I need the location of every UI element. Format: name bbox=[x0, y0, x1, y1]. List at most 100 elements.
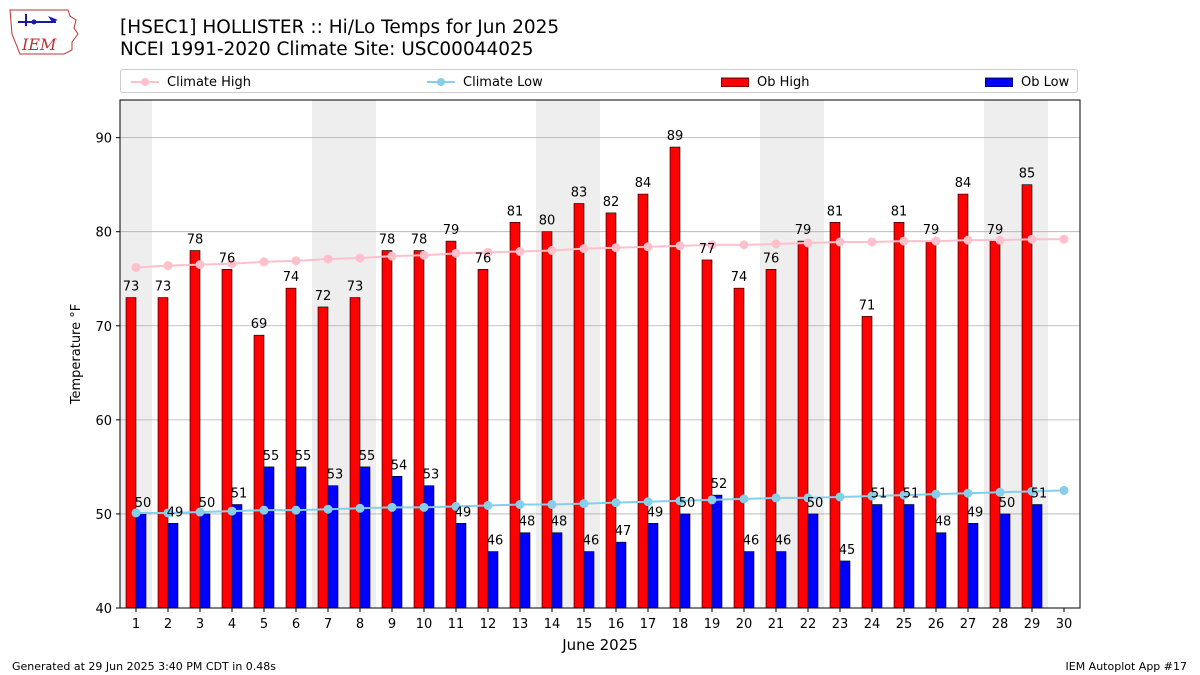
ob-high-bar bbox=[957, 193, 969, 609]
climate-low-point bbox=[387, 502, 397, 512]
ob-high-label: 73 bbox=[155, 280, 172, 295]
ob-low-bar bbox=[807, 513, 819, 609]
ob-high-bar bbox=[733, 287, 745, 609]
climate-low-point bbox=[227, 506, 237, 516]
ob-low-bar bbox=[583, 551, 595, 609]
ob-high-bar bbox=[381, 250, 393, 609]
ob-high-bar bbox=[445, 240, 457, 609]
climate-low-point bbox=[707, 495, 717, 505]
climate-high-point bbox=[227, 259, 237, 269]
climate-high-point bbox=[899, 236, 909, 246]
climate-high-point bbox=[963, 235, 973, 245]
ob-high-label: 79 bbox=[795, 223, 812, 238]
x-tick-label: 13 bbox=[512, 617, 529, 632]
ob-high-label: 89 bbox=[667, 129, 684, 144]
climate-low-point bbox=[803, 493, 813, 503]
x-tick-label: 8 bbox=[356, 617, 364, 632]
climate-high-point bbox=[707, 240, 717, 250]
climate-low-point bbox=[611, 498, 621, 508]
ob-low-bar bbox=[487, 551, 499, 609]
ob-low-bar bbox=[327, 485, 339, 609]
legend-item-ob-high: Ob High bbox=[721, 73, 810, 91]
ob-high-bar bbox=[317, 306, 329, 609]
ob-high-bar bbox=[125, 297, 137, 609]
ob-low-bar bbox=[359, 466, 371, 609]
ob-high-label: 72 bbox=[315, 289, 332, 304]
climate-low-point bbox=[739, 494, 749, 504]
x-tick-label: 30 bbox=[1056, 617, 1073, 632]
x-tick-label: 2 bbox=[164, 617, 172, 632]
legend-item-climate-high: Climate High bbox=[131, 73, 251, 91]
climate-low-point bbox=[131, 508, 141, 518]
ob-low-label: 49 bbox=[967, 505, 984, 520]
y-tick-label: 50 bbox=[95, 508, 112, 523]
iem-logo: IEM bbox=[6, 4, 82, 60]
ob-high-label: 76 bbox=[475, 251, 492, 266]
bars bbox=[125, 146, 1043, 609]
ob-high-label: 85 bbox=[1019, 167, 1036, 182]
ob-low-bar bbox=[871, 504, 883, 609]
footer-app: IEM Autoplot App #17 bbox=[1065, 660, 1188, 673]
ob-high-label: 74 bbox=[283, 270, 300, 285]
ob-low-label: 52 bbox=[711, 477, 728, 492]
climate-high-point bbox=[803, 238, 813, 248]
climate-high-point bbox=[611, 243, 621, 253]
x-tick-label: 21 bbox=[768, 617, 785, 632]
ob-low-label: 55 bbox=[359, 449, 376, 464]
x-tick-label: 29 bbox=[1024, 617, 1041, 632]
ob-low-label: 48 bbox=[935, 515, 952, 530]
climate-lines bbox=[131, 234, 1069, 518]
x-tick-label: 1 bbox=[132, 617, 140, 632]
ob-low-bar bbox=[967, 523, 979, 609]
data-labels: 73 50 73 49 78 50 76 51 69 55 74 55 72 53 73 55 78 54 78 53… bbox=[123, 129, 1048, 558]
ob-low-label: 49 bbox=[647, 505, 664, 520]
ob-low-bar bbox=[999, 513, 1011, 609]
plot-frame bbox=[119, 99, 1081, 609]
ob-high-bar bbox=[669, 146, 681, 609]
ob-high-bar bbox=[701, 259, 713, 609]
climate-high-point bbox=[387, 251, 397, 261]
x-tick-label: 17 bbox=[640, 617, 657, 632]
ob-low-bar bbox=[743, 551, 755, 609]
ob-low-bar bbox=[295, 466, 307, 609]
climate-high-point bbox=[579, 244, 589, 254]
ob-low-label: 49 bbox=[455, 505, 472, 520]
y-tick-label: 60 bbox=[95, 414, 112, 429]
ob-low-bar bbox=[391, 475, 403, 609]
ob-high-label: 79 bbox=[443, 223, 460, 238]
ob-high-label: 81 bbox=[507, 204, 524, 219]
ob-low-label: 45 bbox=[839, 543, 856, 558]
climate-low-point bbox=[547, 500, 557, 510]
title-line-2: NCEI 1991-2020 Climate Site: USC00044025 bbox=[120, 39, 534, 60]
ob-low-label: 50 bbox=[999, 496, 1016, 511]
ob-low-bar bbox=[519, 532, 531, 609]
ob-high-bar bbox=[253, 334, 265, 609]
legend-label-climate-high: Climate High bbox=[167, 74, 252, 90]
climate-low-point bbox=[931, 489, 941, 499]
footer-generated: Generated at 29 Jun 2025 3:40 PM CDT in … bbox=[12, 660, 277, 673]
x-tick-label: 22 bbox=[800, 617, 817, 632]
ob-low-label: 55 bbox=[263, 449, 280, 464]
climate-high-point bbox=[835, 237, 845, 247]
climate-high-point bbox=[771, 239, 781, 249]
ob-low-label: 49 bbox=[167, 505, 184, 520]
legend-label-ob-high: Ob High bbox=[757, 74, 810, 90]
ob-low-bar bbox=[615, 541, 627, 609]
ob-high-bar bbox=[861, 316, 873, 609]
ob-high-bar bbox=[797, 240, 809, 609]
ob-high-label: 71 bbox=[859, 298, 876, 313]
ob-high-bar bbox=[893, 221, 905, 609]
climate-low-point bbox=[291, 505, 301, 515]
ob-low-label: 51 bbox=[1031, 487, 1048, 502]
climate-low-point bbox=[195, 507, 205, 517]
climate-high-point bbox=[163, 261, 173, 271]
ob-low-label: 48 bbox=[519, 515, 536, 530]
climate-low-point bbox=[771, 493, 781, 503]
ob-low-label: 53 bbox=[423, 468, 440, 483]
x-tick-label: 12 bbox=[480, 617, 497, 632]
x-tick-label: 16 bbox=[608, 617, 625, 632]
ob-low-bar bbox=[839, 560, 851, 609]
x-tick-label: 11 bbox=[448, 617, 465, 632]
climate-high-point bbox=[547, 246, 557, 256]
